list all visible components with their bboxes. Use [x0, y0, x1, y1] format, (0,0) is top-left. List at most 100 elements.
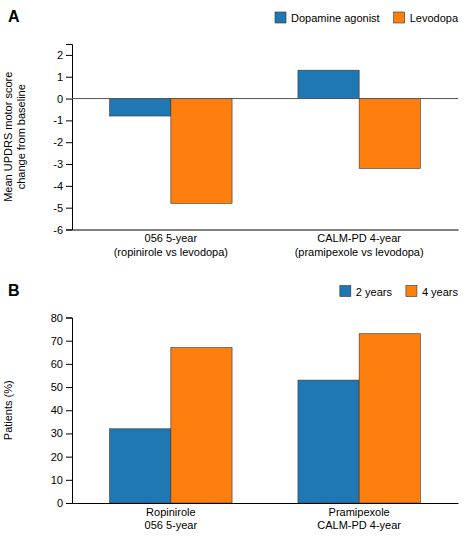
y-axis-line	[66, 45, 73, 231]
y-tick-label: 1	[57, 71, 63, 83]
x-tick-label: 056 5-year (ropinirole vs levodopa)	[114, 232, 228, 257]
legend: Dopamine agonist Levodopa	[275, 12, 459, 24]
y-tick-label: -2	[53, 136, 63, 148]
panel: -6 -5 -4 -3 -2 -1 0 1 2 056 5-year (ropinirole vs …	[2, 8, 459, 258]
x-tick: Ropinirole056 5-year	[145, 506, 198, 531]
y-axis-title: Mean UPDRS motor scorechange from baseli…	[2, 72, 27, 202]
x-tick-label-line: 056 5-year	[145, 232, 198, 244]
x-tick-label: CALM-PD 4-year(pramipexole vs levodopa)	[295, 232, 424, 257]
y-tick-label: 30	[51, 427, 63, 439]
bar	[359, 334, 420, 503]
y-tick-mark	[66, 164, 72, 165]
bar	[359, 99, 420, 169]
y-tick-mark	[66, 433, 72, 434]
legend: 2 years4 years	[340, 286, 459, 298]
y-tick-label: 60	[51, 358, 63, 370]
y-tick: 0	[57, 497, 72, 509]
y-tick-mark	[66, 142, 72, 143]
y-tick: 40	[51, 404, 72, 416]
x-tick-label-line: CALM-PD 4-year	[317, 232, 401, 244]
bar	[110, 429, 171, 503]
legend-item: Dopamine agonist	[275, 12, 380, 24]
bar	[171, 99, 232, 204]
y-tick-mark	[66, 186, 72, 187]
y-tick-label: -6	[53, 224, 63, 236]
y-tick-label: 0	[57, 497, 63, 509]
y-axis-line	[66, 318, 73, 504]
y-tick: -5	[53, 202, 72, 214]
y-tick: 80	[51, 312, 72, 324]
y-tick-mark	[66, 318, 72, 319]
bar	[298, 70, 359, 98]
y-tick: -2	[53, 136, 72, 148]
y-tick-label: -1	[53, 114, 63, 126]
y-tick-mark	[66, 480, 72, 481]
bars	[110, 70, 421, 203]
y-tick: -6	[53, 224, 72, 236]
legend-item: 4 years	[406, 286, 459, 298]
bar	[171, 348, 232, 503]
y-tick-label: -5	[53, 202, 63, 214]
y-axis-title-line: Patients (%)	[2, 380, 14, 440]
x-tick: 056 5-year (ropinirole vs levodopa)	[114, 232, 228, 257]
x-axis: Ropinirole056 5-year PramipexoleCALM-PD 4…	[73, 504, 459, 532]
y-tick-label: 10	[51, 474, 63, 486]
legend-item: Levodopa	[394, 12, 459, 24]
y-axis-title-line: change from baseline	[15, 84, 27, 189]
y-tick-label: -3	[53, 158, 63, 170]
bar	[110, 99, 171, 116]
plot: -6 -5 -4 -3 -2 -1 0 1 2 056 5-year (ropinirole vs …	[2, 45, 459, 258]
y-tick-label: 20	[51, 451, 63, 463]
legend-swatch	[340, 286, 351, 297]
x-tick-label: Ropinirole056 5-year	[145, 506, 198, 531]
plot: 0 10 20 30 40 50 60 70 80 Ropinirole056 5-year Pra…	[2, 312, 459, 531]
bar	[298, 380, 359, 503]
y-tick-mark	[66, 208, 72, 209]
y-tick-label: 40	[51, 404, 63, 416]
x-tick-label-line: (ropinirole vs levodopa)	[114, 246, 228, 258]
x-tick: CALM-PD 4-year(pramipexole vs levodopa)	[295, 232, 424, 257]
y-tick-label: 2	[57, 49, 63, 61]
y-tick-mark	[66, 55, 72, 56]
y-tick-label: 70	[51, 335, 63, 347]
legend-label: Levodopa	[410, 12, 459, 24]
y-tick: -3	[53, 158, 72, 170]
y-tick-mark	[66, 341, 72, 342]
y-tick: -1	[53, 114, 72, 126]
y-tick: 70	[51, 335, 72, 347]
y-tick-mark	[66, 364, 72, 365]
x-axis-line	[73, 230, 459, 231]
y-tick: -4	[53, 180, 72, 192]
y-tick-label: 80	[51, 312, 63, 324]
chart: -6 -5 -4 -3 -2 -1 0 1 2 056 5-year (ropinirole vs …	[0, 0, 474, 547]
y-tick-mark	[66, 99, 72, 100]
y-tick: 20	[51, 451, 72, 463]
y-tick-mark	[66, 230, 72, 231]
y-tick-mark	[66, 457, 72, 458]
y-axis-title-line: Mean UPDRS motor score	[2, 72, 14, 202]
legend-swatch	[394, 12, 405, 23]
x-tick-label-line: 056 5-year	[145, 519, 198, 531]
y-axis: 0 10 20 30 40 50 60 70 80	[51, 312, 73, 510]
y-tick: 50	[51, 381, 72, 393]
y-axis-title: Patients (%)	[2, 380, 14, 440]
x-tick: PramipexoleCALM-PD 4-year	[317, 506, 401, 531]
y-tick-mark	[66, 387, 72, 388]
y-tick-label: 0	[57, 93, 63, 105]
y-tick: 0	[57, 93, 72, 105]
panel-title: B	[8, 282, 20, 299]
y-tick-mark	[66, 410, 72, 411]
legend-label: Dopamine agonist	[291, 12, 380, 24]
x-tick-label-line: Ropinirole	[146, 506, 196, 518]
y-tick-label: 50	[51, 381, 63, 393]
y-tick: 1	[57, 71, 72, 83]
legend-swatch	[275, 12, 286, 23]
x-tick-label: PramipexoleCALM-PD 4-year	[317, 506, 401, 531]
x-axis-line	[73, 503, 459, 504]
y-tick-label: -4	[53, 180, 63, 192]
y-tick: 60	[51, 358, 72, 370]
legend-label: 4 years	[422, 286, 459, 298]
zero-line	[72, 98, 458, 99]
y-axis: -6 -5 -4 -3 -2 -1 0 1 2	[53, 45, 72, 236]
legend-swatch	[406, 286, 417, 297]
